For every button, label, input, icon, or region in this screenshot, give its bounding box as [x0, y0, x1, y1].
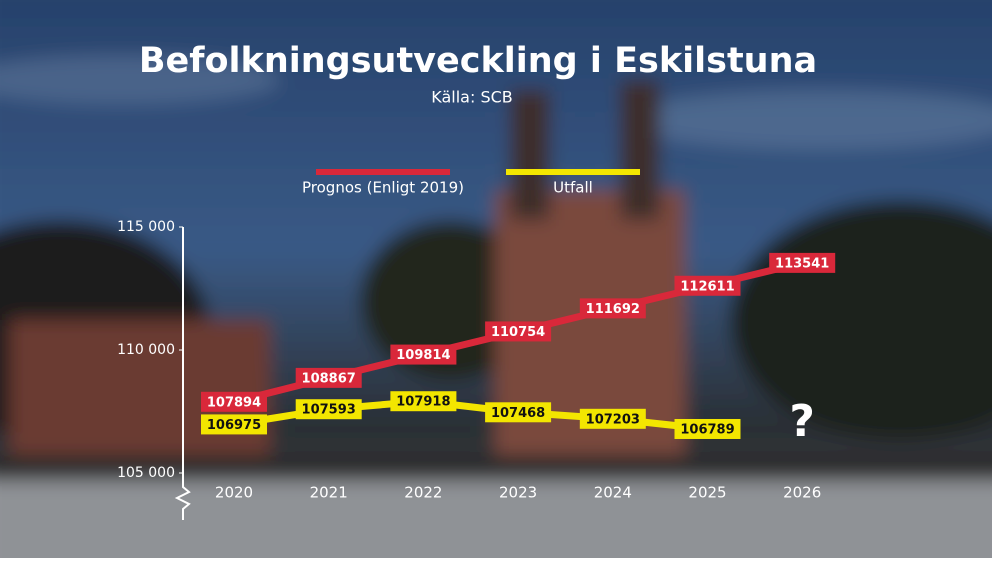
- data-label-box: [390, 344, 457, 365]
- x-tick-label: 2024: [594, 484, 632, 502]
- data-label-box: [295, 367, 362, 388]
- data-label: 110754: [491, 325, 545, 340]
- legend-label: Prognos (Enligt 2019): [302, 179, 464, 197]
- data-label-box: [769, 252, 836, 273]
- x-tick-label: 2023: [499, 484, 537, 502]
- data-label: 107203: [586, 412, 640, 427]
- data-label-box: [579, 298, 646, 319]
- data-label: 107593: [302, 403, 356, 418]
- data-label-box: [674, 418, 741, 439]
- data-label: 109814: [396, 348, 450, 363]
- data-label: 106975: [207, 418, 261, 433]
- data-label-box: [201, 391, 267, 412]
- x-tick-label: 2020: [215, 484, 253, 502]
- data-label: 107918: [396, 395, 450, 410]
- y-tick-label: 110 000: [117, 342, 175, 358]
- x-tick-label: 2022: [404, 484, 442, 502]
- data-label: 111692: [586, 302, 640, 317]
- data-label: 107894: [207, 395, 261, 410]
- y-tick-label: 105 000: [117, 465, 175, 481]
- x-tick-label: 2021: [310, 484, 348, 502]
- data-label: 108867: [302, 371, 356, 386]
- data-label: 106789: [680, 422, 734, 437]
- data-label-box: [201, 414, 267, 435]
- data-label: 107468: [491, 406, 545, 421]
- y-tick-label: 115 000: [117, 219, 175, 235]
- data-label-box: [390, 391, 457, 412]
- data-label-box: [485, 402, 552, 423]
- y-axis: [174, 227, 191, 520]
- data-label: 113541: [775, 256, 829, 271]
- annotation: ?: [789, 396, 815, 447]
- data-label-box: [674, 275, 741, 296]
- data-label-box: [579, 408, 646, 429]
- chart-title: Befolkningsutveckling i Eskilstuna: [139, 41, 817, 81]
- chart-subtitle: Källa: SCB: [431, 88, 513, 107]
- x-tick-label: 2025: [688, 484, 726, 502]
- x-tick-label: 2026: [783, 484, 821, 502]
- data-label-box: [485, 321, 552, 342]
- data-label-box: [295, 399, 362, 420]
- legend-label: Utfall: [553, 179, 593, 197]
- data-label: 112611: [680, 279, 734, 294]
